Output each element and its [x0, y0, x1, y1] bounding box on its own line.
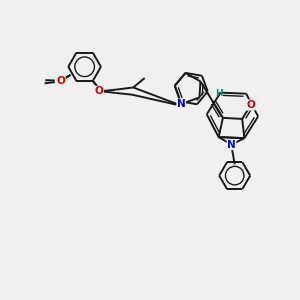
Text: O: O [95, 87, 103, 97]
Text: O: O [246, 100, 255, 110]
Text: N: N [227, 140, 236, 150]
Text: O: O [94, 86, 103, 96]
Text: O: O [55, 76, 64, 86]
Text: H: H [215, 89, 223, 98]
Text: N: N [177, 99, 186, 109]
Text: O: O [56, 76, 65, 85]
